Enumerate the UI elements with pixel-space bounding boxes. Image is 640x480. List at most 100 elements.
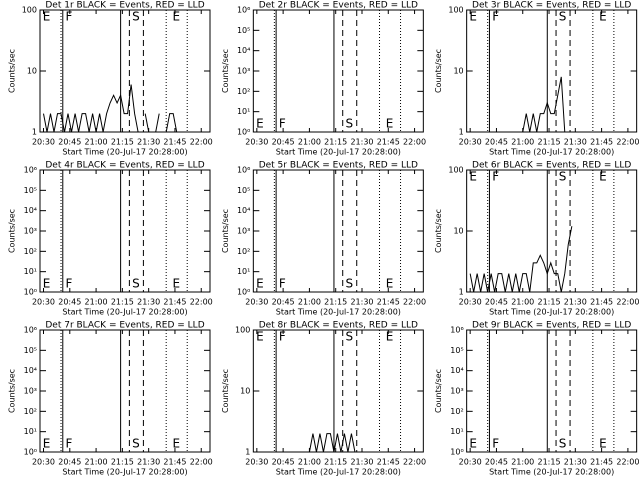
phase-label: E (43, 10, 51, 24)
panel: Det 8r BLACK = Events, RED = LLD Counts/s… (221, 321, 426, 477)
x-tick-label: 22:00 (403, 298, 426, 307)
panel: Det 3r BLACK = Events, RED = LLD Counts/s… (434, 1, 639, 157)
panel: Det 2r BLACK = Events, RED = LLD Counts/s… (221, 1, 426, 157)
x-tick-label: 22:00 (190, 458, 213, 467)
x-tick-label: 21:00 (298, 458, 321, 467)
panel-title: Det 5r BLACK = Events, RED = LLD (259, 161, 418, 171)
panel-title: Det 1r BLACK = Events, RED = LLD (45, 1, 204, 11)
x-tick-label: 21:15 (537, 138, 560, 147)
phase-label: E (469, 170, 477, 184)
x-tick-label: 21:45 (163, 298, 186, 307)
phase-label: F (279, 117, 286, 131)
x-tick-label: 21:30 (350, 458, 373, 467)
phase-label: E (172, 437, 180, 451)
x-axis-label: Start Time (20-Jul-17 20:28:00) (489, 468, 614, 477)
x-tick-label: 20:45 (485, 138, 508, 147)
x-tick-label: 21:45 (590, 458, 613, 467)
x-axis-label: Start Time (20-Jul-17 20:28:00) (62, 308, 187, 317)
x-tick-label: 22:00 (403, 458, 426, 467)
y-tick-label: 10⁰ (237, 128, 250, 137)
panel: Det 7r BLACK = Events, RED = LLD Counts/s… (8, 321, 213, 477)
phase-label: F (66, 437, 73, 451)
phase-label: E (256, 277, 264, 291)
y-tick-label: 10⁶ (237, 6, 250, 15)
y-tick-label: 10⁶ (24, 166, 37, 175)
y-tick-label: 10⁵ (450, 346, 463, 355)
y-tick-label: 10¹ (450, 427, 463, 436)
x-tick-label: 20:45 (58, 298, 81, 307)
x-tick-label: 21:00 (511, 138, 534, 147)
x-axis-label: Start Time (20-Jul-17 20:28:00) (276, 308, 401, 317)
plot-frame (252, 169, 424, 293)
y-tick-label: 10 (240, 387, 250, 396)
x-tick-label: 20:30 (245, 458, 268, 467)
phase-label: S (132, 437, 140, 451)
y-tick-label: 10³ (237, 67, 250, 76)
x-tick-label: 21:00 (511, 298, 534, 307)
plot-frame (39, 169, 211, 293)
y-tick-label: 10³ (24, 227, 37, 236)
x-tick-label: 20:30 (459, 138, 482, 147)
x-tick-label: 21:45 (377, 298, 400, 307)
y-tick-label: 10¹ (24, 267, 37, 276)
y-tick-label: 10¹ (24, 427, 37, 436)
x-tick-label: 20:45 (485, 458, 508, 467)
x-axis-label: Start Time (20-Jul-17 20:28:00) (489, 308, 614, 317)
y-tick-label: 10² (24, 247, 37, 256)
x-tick-label: 20:30 (459, 298, 482, 307)
plot-frame (39, 329, 211, 453)
x-tick-label: 20:45 (58, 458, 81, 467)
x-tick-label: 21:45 (377, 138, 400, 147)
y-tick-label: 10⁴ (450, 366, 463, 375)
x-tick-label: 21:00 (85, 458, 108, 467)
phase-label: E (599, 170, 607, 184)
x-tick-label: 21:30 (564, 138, 587, 147)
x-tick-label: 20:45 (58, 138, 81, 147)
phase-label: E (43, 277, 51, 291)
phase-label: E (386, 330, 394, 344)
phase-label: F (66, 277, 73, 291)
phase-label: E (469, 10, 477, 24)
panel-title: Det 3r BLACK = Events, RED = LLD (472, 1, 631, 11)
y-tick-label: 10² (24, 407, 37, 416)
x-tick-label: 21:45 (590, 298, 613, 307)
y-tick-label: 10⁶ (450, 326, 463, 335)
x-tick-label: 20:30 (32, 138, 55, 147)
x-tick-label: 21:45 (163, 138, 186, 147)
y-tick-label: 10⁶ (24, 326, 37, 335)
phase-label: S (132, 277, 140, 291)
x-tick-label: 21:15 (324, 138, 347, 147)
x-tick-label: 21:45 (377, 458, 400, 467)
x-axis-label: Start Time (20-Jul-17 20:28:00) (489, 148, 614, 157)
y-tick-label: 10¹ (237, 267, 250, 276)
y-tick-label: 10⁶ (237, 166, 250, 175)
x-axis-label: Start Time (20-Jul-17 20:28:00) (62, 148, 187, 157)
y-tick-label: 100 (22, 6, 37, 15)
count-line (43, 84, 139, 133)
x-tick-label: 21:15 (324, 458, 347, 467)
y-tick-label: 10² (450, 407, 463, 416)
phase-label: E (469, 437, 477, 451)
phase-label: E (172, 10, 180, 24)
phase-label: S (559, 10, 567, 24)
y-tick-label: 10⁰ (450, 448, 463, 457)
y-tick-label: 10⁵ (24, 346, 37, 355)
y-axis-label: Counts/sec (8, 49, 17, 93)
phase-label: E (172, 277, 180, 291)
y-tick-label: 100 (448, 6, 463, 15)
y-tick-label: 100 (235, 326, 250, 335)
x-axis-label: Start Time (20-Jul-17 20:28:00) (276, 148, 401, 157)
x-axis-label: Start Time (20-Jul-17 20:28:00) (62, 468, 187, 477)
y-axis-label: Counts/sec (434, 49, 443, 93)
y-axis-label: Counts/sec (221, 49, 230, 93)
y-tick-label: 10 (453, 67, 463, 76)
panel-title: Det 2r BLACK = Events, RED = LLD (259, 1, 418, 11)
y-axis-label: Counts/sec (8, 369, 17, 413)
y-axis-label: Counts/sec (8, 209, 17, 253)
x-tick-label: 20:30 (32, 458, 55, 467)
count-line (308, 433, 356, 453)
x-tick-label: 21:45 (163, 458, 186, 467)
x-tick-label: 20:30 (245, 298, 268, 307)
y-tick-label: 10¹ (237, 107, 250, 116)
